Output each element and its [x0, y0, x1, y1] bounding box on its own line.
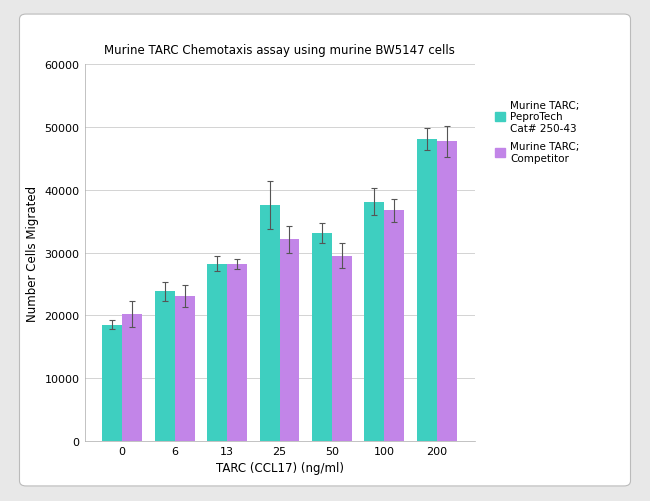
Bar [384, 211, 404, 441]
Bar [227, 265, 247, 441]
Title: Murine TARC Chemotaxis assay using murine BW5147 cells: Murine TARC Chemotaxis assay using murin… [104, 44, 455, 57]
Bar [437, 142, 457, 441]
Bar [312, 233, 332, 441]
Bar [259, 205, 280, 441]
Bar [122, 315, 142, 441]
Bar [332, 256, 352, 441]
Bar [102, 325, 122, 441]
Bar [280, 240, 300, 441]
Y-axis label: Number Cells Migrated: Number Cells Migrated [26, 185, 39, 321]
Bar [175, 296, 194, 441]
Bar [207, 265, 227, 441]
X-axis label: TARC (CCL17) (ng/ml): TARC (CCL17) (ng/ml) [216, 461, 343, 474]
Bar [365, 202, 384, 441]
Bar [155, 292, 175, 441]
Bar [417, 140, 437, 441]
Legend: Murine TARC;
PeproTech
Cat# 250-43, Murine TARC;
Competitor: Murine TARC; PeproTech Cat# 250-43, Muri… [495, 100, 579, 163]
